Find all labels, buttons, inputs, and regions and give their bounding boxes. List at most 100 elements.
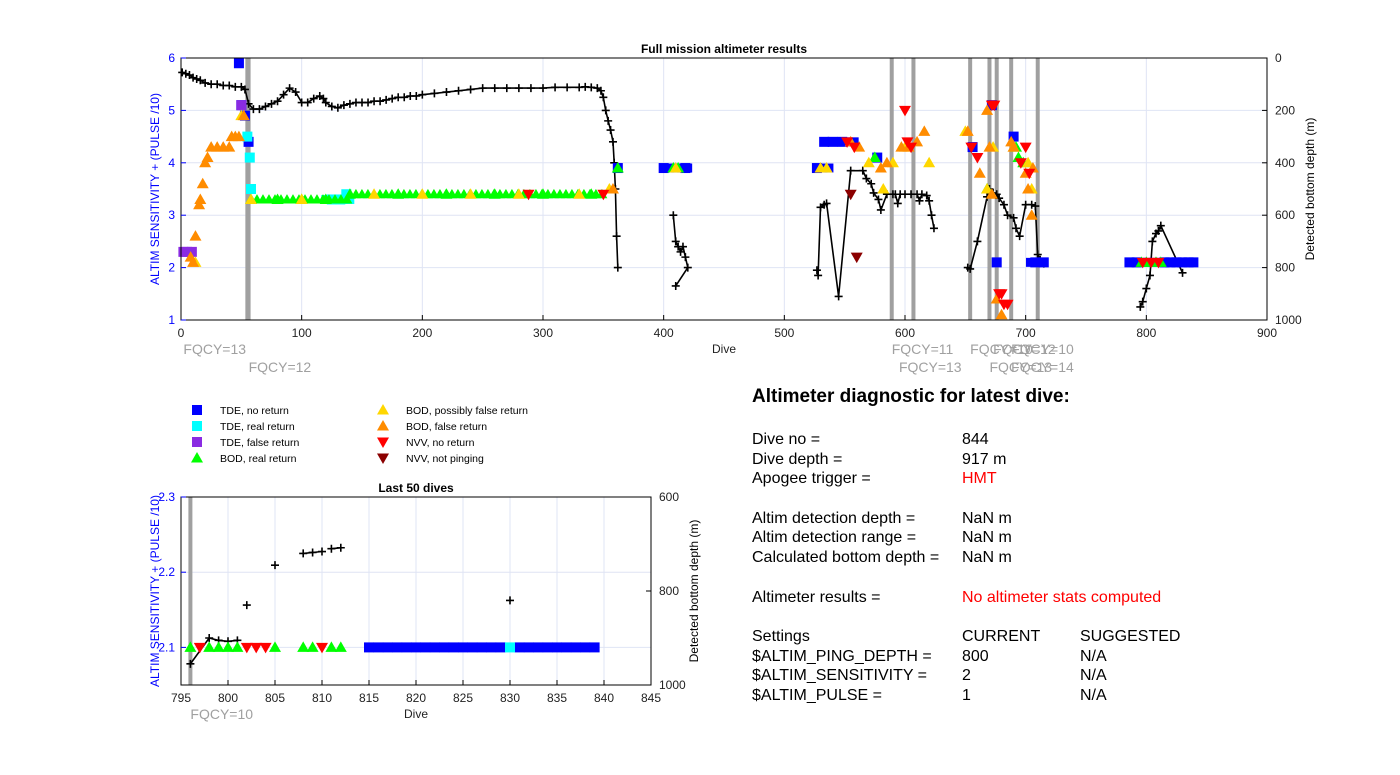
series-point	[271, 193, 284, 204]
y-tick-label: 2.1	[158, 640, 175, 654]
bottom-depth-point	[669, 211, 678, 220]
ping-depth-row: $ALTIM_PING_DEPTH = 800 N/A	[752, 647, 1372, 667]
pulse-current: 1	[962, 686, 971, 704]
settings-label: Settings	[752, 628, 810, 646]
bottom-depth-point	[681, 253, 690, 262]
y-tick-label: 2.3	[158, 490, 175, 504]
series-point	[880, 156, 893, 168]
bottom-depth-point	[478, 84, 487, 93]
y-tick-label: 5	[168, 103, 175, 117]
x-axis-label: Dive	[404, 707, 428, 721]
x-tick-label: 825	[453, 691, 473, 705]
pulse-suggested: N/A	[1080, 686, 1107, 704]
y2-tick-label: 400	[1275, 156, 1295, 170]
y-tick-label: 4	[168, 156, 175, 170]
altimeter-diagnostic-panel: Altimeter diagnostic for latest dive: Di…	[752, 386, 1372, 706]
bottom-depth-point	[596, 86, 605, 95]
series-point	[537, 188, 549, 199]
series-point	[392, 642, 403, 653]
legend-label: BOD, false return	[406, 421, 487, 433]
bottom-depth-point	[814, 271, 823, 280]
x-tick-label: 0	[178, 326, 185, 340]
bottom-depth-value: NaN m	[962, 548, 1012, 566]
diagnostic-title: Altimeter diagnostic for latest dive:	[752, 386, 1070, 407]
bottom-depth-point	[551, 83, 560, 92]
results-row: Altimeter results = No altimeter stats c…	[752, 588, 1372, 608]
dive-depth-value: 917 m	[962, 450, 1007, 468]
series-point	[827, 136, 838, 147]
bottom-depth-point	[189, 73, 198, 82]
series-point	[971, 153, 984, 164]
bottom-depth-point	[225, 81, 234, 90]
series-point	[505, 642, 515, 653]
detection-range-label: Altim detection range =	[752, 529, 917, 547]
series-point	[597, 189, 610, 201]
bottom-depth-point	[676, 247, 685, 256]
bottom-depth-point	[822, 199, 831, 208]
legend: TDE, no return TDE, real return TDE, false…	[191, 404, 528, 465]
series-point	[533, 642, 544, 653]
y2-tick-label: 1000	[1275, 313, 1302, 327]
series-point	[877, 183, 890, 194]
series-point	[259, 642, 272, 654]
fqcy-label: FQCY=10	[190, 706, 253, 722]
legend-marker	[377, 453, 389, 464]
bottom-depth-point	[321, 98, 330, 107]
series-tde-false-return	[178, 100, 247, 257]
series-point	[250, 642, 263, 654]
x-tick-label: 830	[500, 691, 520, 705]
bottom-depth-point	[1154, 226, 1163, 235]
y-tick-label: 1	[168, 313, 175, 327]
fqcy-label: FQCY=10	[1011, 341, 1074, 357]
series-point	[236, 100, 247, 111]
ping-depth-label: $ALTIM_PING_DEPTH =	[752, 647, 932, 665]
series-point	[486, 642, 497, 653]
apogee-row: Apogee trigger = HMT	[752, 469, 1372, 489]
series-point	[1152, 257, 1165, 269]
series-point	[905, 142, 918, 154]
bottom-depth-point	[929, 224, 938, 233]
series-point	[245, 184, 256, 194]
bottom-depth-point	[412, 91, 421, 100]
series-point	[669, 162, 682, 173]
bottom-depth-point	[869, 188, 878, 197]
bottom-depth-point	[192, 74, 201, 83]
series-point	[985, 188, 998, 199]
bottom-depth-point	[213, 80, 222, 89]
chart-title: Full mission altimeter results	[641, 42, 807, 56]
series-point	[1025, 209, 1038, 220]
bottom-depth-point	[846, 166, 855, 175]
series-point	[1131, 257, 1142, 268]
bottom-depth-point	[1142, 284, 1151, 293]
series-point	[232, 130, 245, 142]
series-nvv-not-pinging	[844, 189, 863, 264]
bottom-depth-point	[299, 549, 308, 558]
bottom-depth-point	[418, 90, 427, 99]
series-point	[373, 642, 384, 653]
series-point	[665, 163, 675, 173]
series-point	[368, 188, 381, 199]
y-tick-label: 3	[168, 208, 175, 222]
y2-tick-label: 1000	[659, 678, 686, 692]
series-point	[983, 141, 996, 152]
plot-area	[181, 58, 1267, 320]
bottom-depth-point	[539, 84, 547, 93]
bottom-depth-point	[309, 94, 318, 103]
legend-label: NVV, no return	[406, 437, 475, 449]
bottom-depth-point	[915, 196, 924, 205]
series-point	[522, 189, 535, 201]
series-tde-real-return	[505, 642, 515, 653]
bottom-depth-point	[917, 190, 926, 199]
series-point	[606, 183, 619, 194]
bottom-depth-point	[205, 634, 214, 642]
fqcy-label: FQCY=13	[899, 359, 962, 375]
detection-depth-label: Altim detection depth =	[752, 509, 916, 527]
bottom-depth-point	[925, 196, 934, 205]
suggested-header: SUGGESTED	[1080, 628, 1181, 646]
bottom-depth-point	[683, 263, 692, 272]
pulse-label: $ALTIM_PULSE =	[752, 686, 882, 704]
bottom-depth-point	[1178, 268, 1187, 277]
legend-marker	[192, 405, 202, 415]
bottom-depth-point	[922, 191, 931, 200]
